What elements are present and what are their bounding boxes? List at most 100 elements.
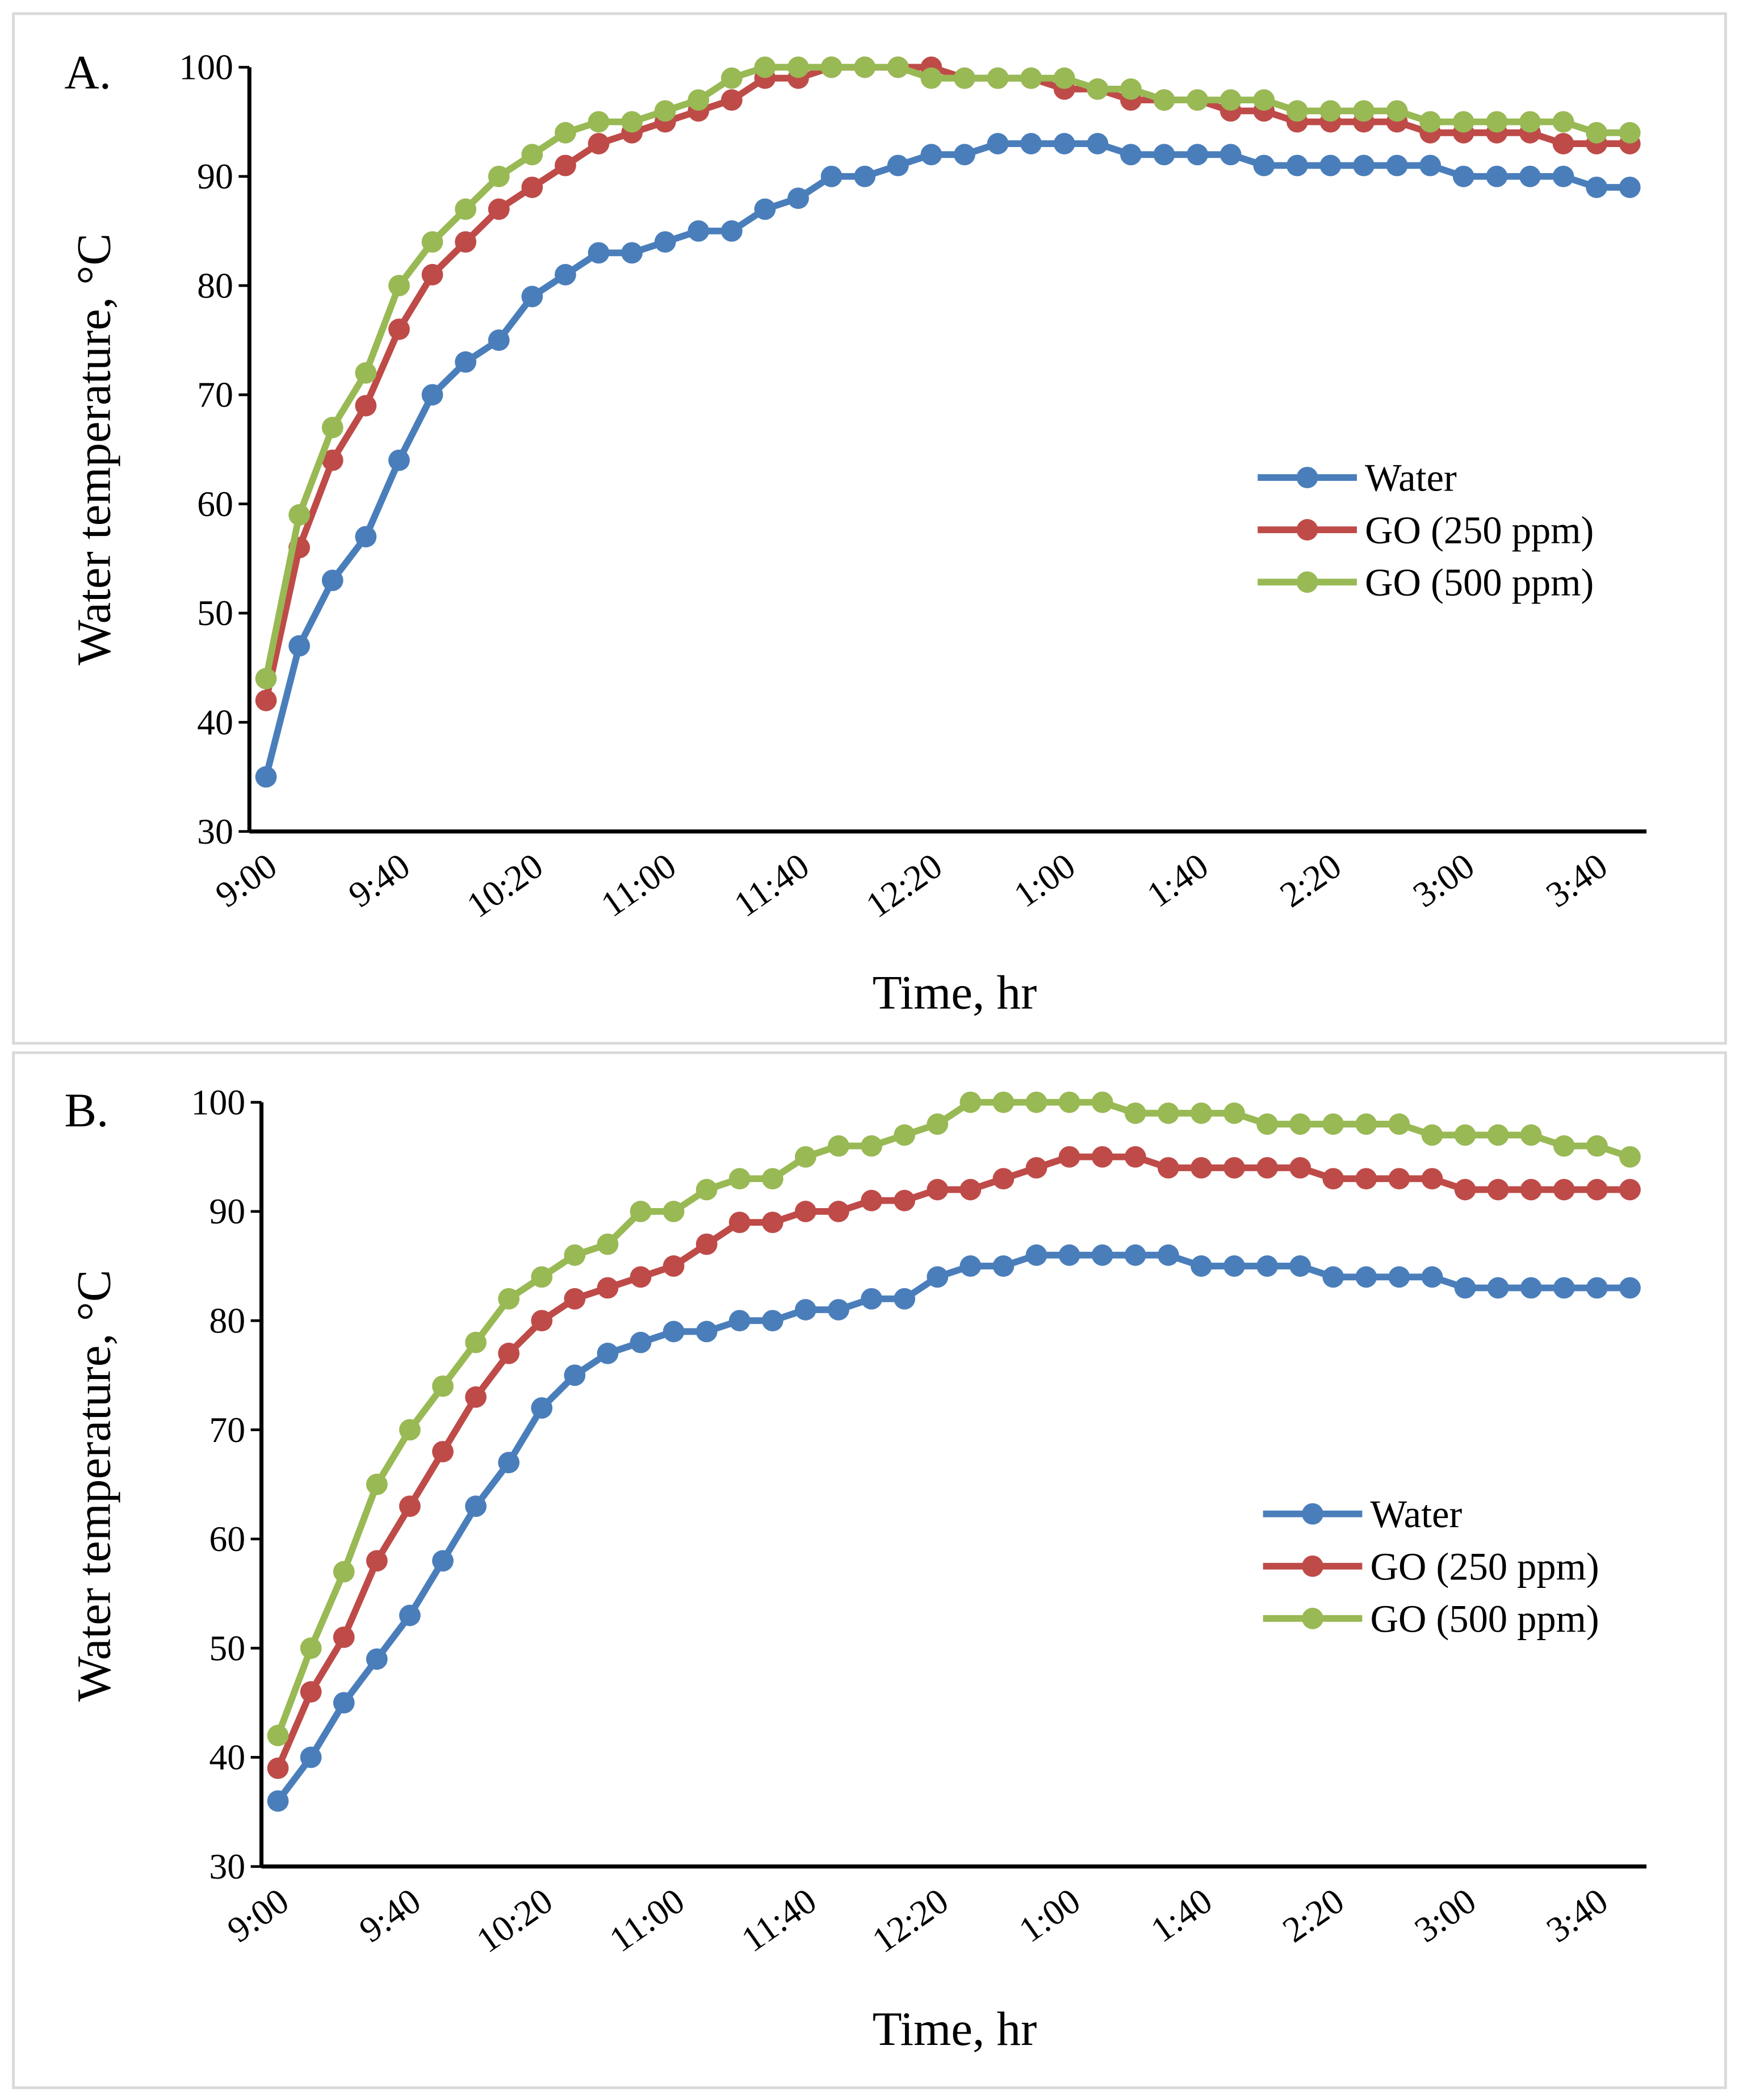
- data-point: [531, 1397, 553, 1419]
- data-point: [1187, 144, 1208, 166]
- data-point: [1388, 1113, 1410, 1135]
- data-point: [820, 56, 843, 78]
- x-axis-title: Time, hr: [873, 966, 1037, 1019]
- data-point: [1058, 1146, 1080, 1168]
- data-point: [255, 668, 277, 690]
- data-point: [1586, 1277, 1608, 1299]
- data-point: [688, 220, 710, 242]
- data-point: [1020, 133, 1042, 154]
- data-point: [300, 1637, 322, 1659]
- data-point: [894, 1124, 916, 1146]
- data-point: [1253, 89, 1275, 111]
- data-point: [992, 1168, 1015, 1190]
- data-point: [1286, 154, 1308, 177]
- data-point: [1619, 121, 1641, 144]
- data-point: [300, 1681, 322, 1703]
- data-point: [1020, 67, 1042, 89]
- data-point: [1355, 1113, 1377, 1135]
- data-point: [1519, 165, 1541, 187]
- data-point: [927, 1179, 949, 1201]
- data-point: [1421, 1266, 1443, 1288]
- data-point: [630, 1201, 652, 1222]
- y-tick-label: 100: [191, 1082, 246, 1122]
- data-point: [861, 1189, 882, 1212]
- data-point: [521, 144, 543, 166]
- legend-marker: [1296, 571, 1318, 593]
- data-point: [720, 67, 743, 89]
- data-point: [1421, 1124, 1443, 1146]
- data-point: [465, 1495, 487, 1518]
- data-point: [1552, 165, 1574, 187]
- data-point: [531, 1266, 553, 1288]
- data-point: [1256, 1255, 1278, 1277]
- data-point: [1053, 133, 1075, 154]
- y-axis-title: Water temperature, °C: [68, 233, 121, 665]
- data-point: [597, 1343, 619, 1364]
- panel-border: [12, 1051, 1727, 2089]
- data-point: [366, 1550, 388, 1572]
- data-point: [455, 231, 476, 253]
- data-point: [531, 1310, 553, 1332]
- data-point: [1256, 1113, 1278, 1135]
- data-point: [455, 351, 476, 373]
- data-point: [432, 1550, 454, 1572]
- data-point: [663, 1321, 685, 1343]
- y-tick-label: 30: [209, 1846, 245, 1887]
- y-tick-label: 100: [179, 47, 233, 87]
- data-point: [1223, 1102, 1245, 1124]
- data-point: [720, 89, 743, 111]
- data-point: [1553, 1277, 1575, 1299]
- data-point: [1421, 1168, 1443, 1190]
- data-point: [927, 1266, 949, 1288]
- data-point: [894, 1288, 916, 1310]
- data-point: [498, 1343, 520, 1364]
- data-point: [1091, 1091, 1113, 1113]
- y-tick-label: 90: [209, 1191, 245, 1231]
- data-point: [588, 242, 610, 264]
- data-point: [1454, 1179, 1476, 1201]
- data-point: [255, 766, 277, 788]
- y-tick-label: 40: [197, 702, 233, 743]
- data-point: [1353, 154, 1375, 177]
- data-point: [992, 1255, 1015, 1277]
- data-point: [1223, 1255, 1245, 1277]
- data-point: [1319, 154, 1342, 177]
- data-point: [1191, 1255, 1212, 1277]
- legend-label: Water: [1365, 456, 1457, 500]
- data-point: [887, 56, 909, 78]
- legend-label: GO (250 ppm): [1365, 509, 1594, 552]
- y-tick-label: 60: [209, 1519, 245, 1559]
- data-point: [954, 67, 975, 89]
- y-tick-label: 30: [197, 811, 233, 852]
- data-point: [688, 89, 710, 111]
- data-point: [1319, 100, 1342, 122]
- data-point: [355, 526, 377, 548]
- data-point: [554, 154, 576, 177]
- data-point: [267, 1757, 289, 1779]
- data-point: [1124, 1146, 1146, 1168]
- y-tick-label: 40: [209, 1737, 245, 1778]
- data-point: [1124, 1244, 1146, 1266]
- data-point: [1091, 1146, 1113, 1168]
- data-point: [1087, 78, 1109, 100]
- data-point: [564, 1288, 586, 1310]
- data-point: [787, 187, 809, 209]
- data-point: [1486, 111, 1508, 133]
- data-point: [333, 1561, 355, 1583]
- data-point: [554, 121, 576, 144]
- data-point: [488, 165, 510, 187]
- data-point: [1157, 1102, 1179, 1124]
- data-point: [1191, 1102, 1212, 1124]
- y-tick-label: 80: [197, 265, 233, 305]
- data-point: [1586, 1179, 1608, 1201]
- data-point: [366, 1473, 388, 1495]
- data-point: [663, 1255, 685, 1277]
- data-point: [754, 198, 776, 220]
- data-point: [728, 1168, 751, 1190]
- data-point: [1419, 154, 1442, 177]
- data-point: [1452, 111, 1474, 133]
- data-point: [465, 1386, 487, 1408]
- data-point: [987, 67, 1009, 89]
- data-point: [1223, 1157, 1245, 1179]
